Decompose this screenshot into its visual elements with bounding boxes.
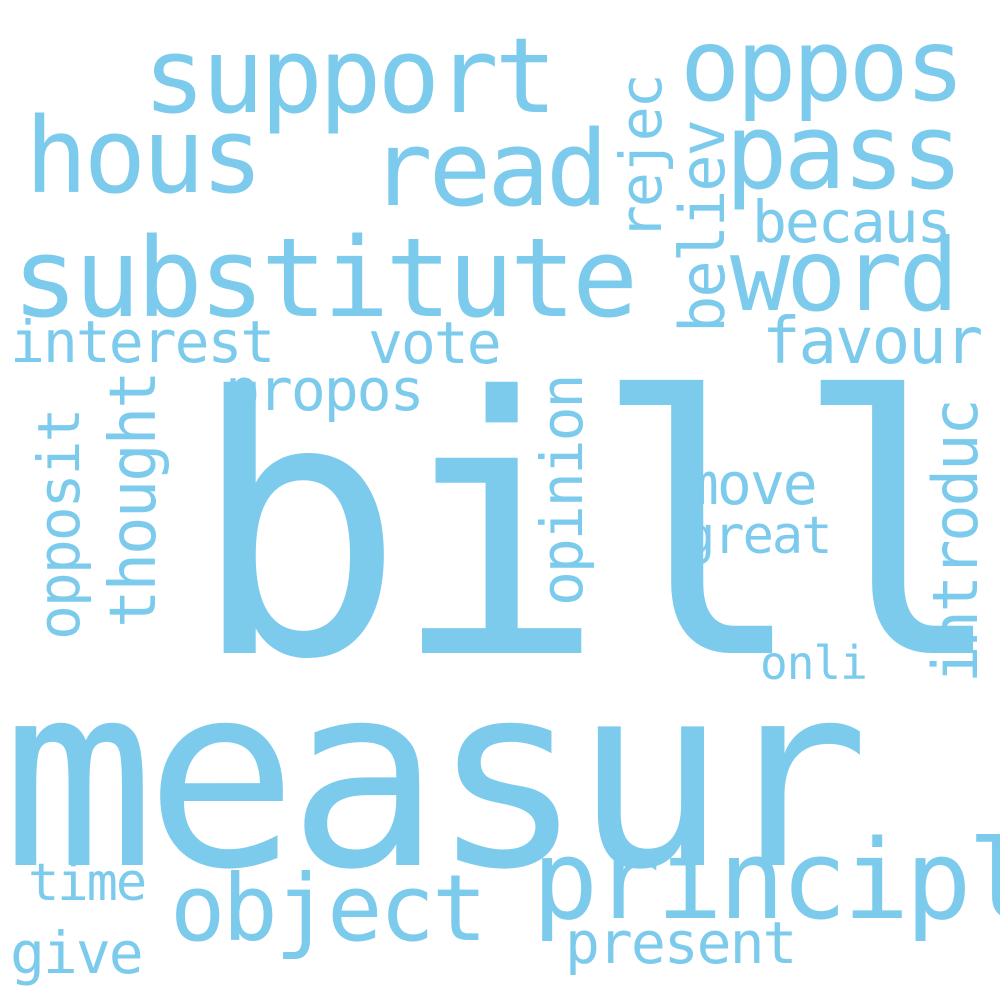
word-object: object xyxy=(170,855,487,962)
word-interest: interest xyxy=(10,308,275,376)
word-time: time xyxy=(28,853,147,913)
word-thought: thought xyxy=(97,372,171,628)
word-introduc: introduc xyxy=(919,400,992,683)
word-substitute: substitute xyxy=(12,214,638,342)
word-rejec: rejec xyxy=(607,75,675,240)
word-believ: believ xyxy=(666,121,739,333)
word-opposit: opposit xyxy=(25,409,93,640)
word-give: give xyxy=(10,919,144,987)
word-bill: bill xyxy=(190,323,1000,738)
word-favour: favour xyxy=(762,305,983,379)
word-oppos: oppos xyxy=(680,7,965,124)
word-becaus: becaus xyxy=(752,188,952,256)
word-propos: propos xyxy=(225,356,425,424)
word-principl: principl xyxy=(532,816,1000,944)
word-pass: pass xyxy=(725,91,963,213)
word-vote: vote xyxy=(368,309,502,377)
word-word: word xyxy=(730,217,959,334)
word-great: great xyxy=(684,506,833,566)
word-hous: hous xyxy=(25,95,263,217)
word-measur: measur xyxy=(2,629,870,925)
word-support: support xyxy=(143,15,557,137)
word-opinion: opinion xyxy=(528,375,596,606)
word-onli: onli xyxy=(760,636,868,690)
word-move: move xyxy=(684,450,818,518)
word-present: present xyxy=(565,909,797,977)
word-read: read xyxy=(370,108,608,230)
